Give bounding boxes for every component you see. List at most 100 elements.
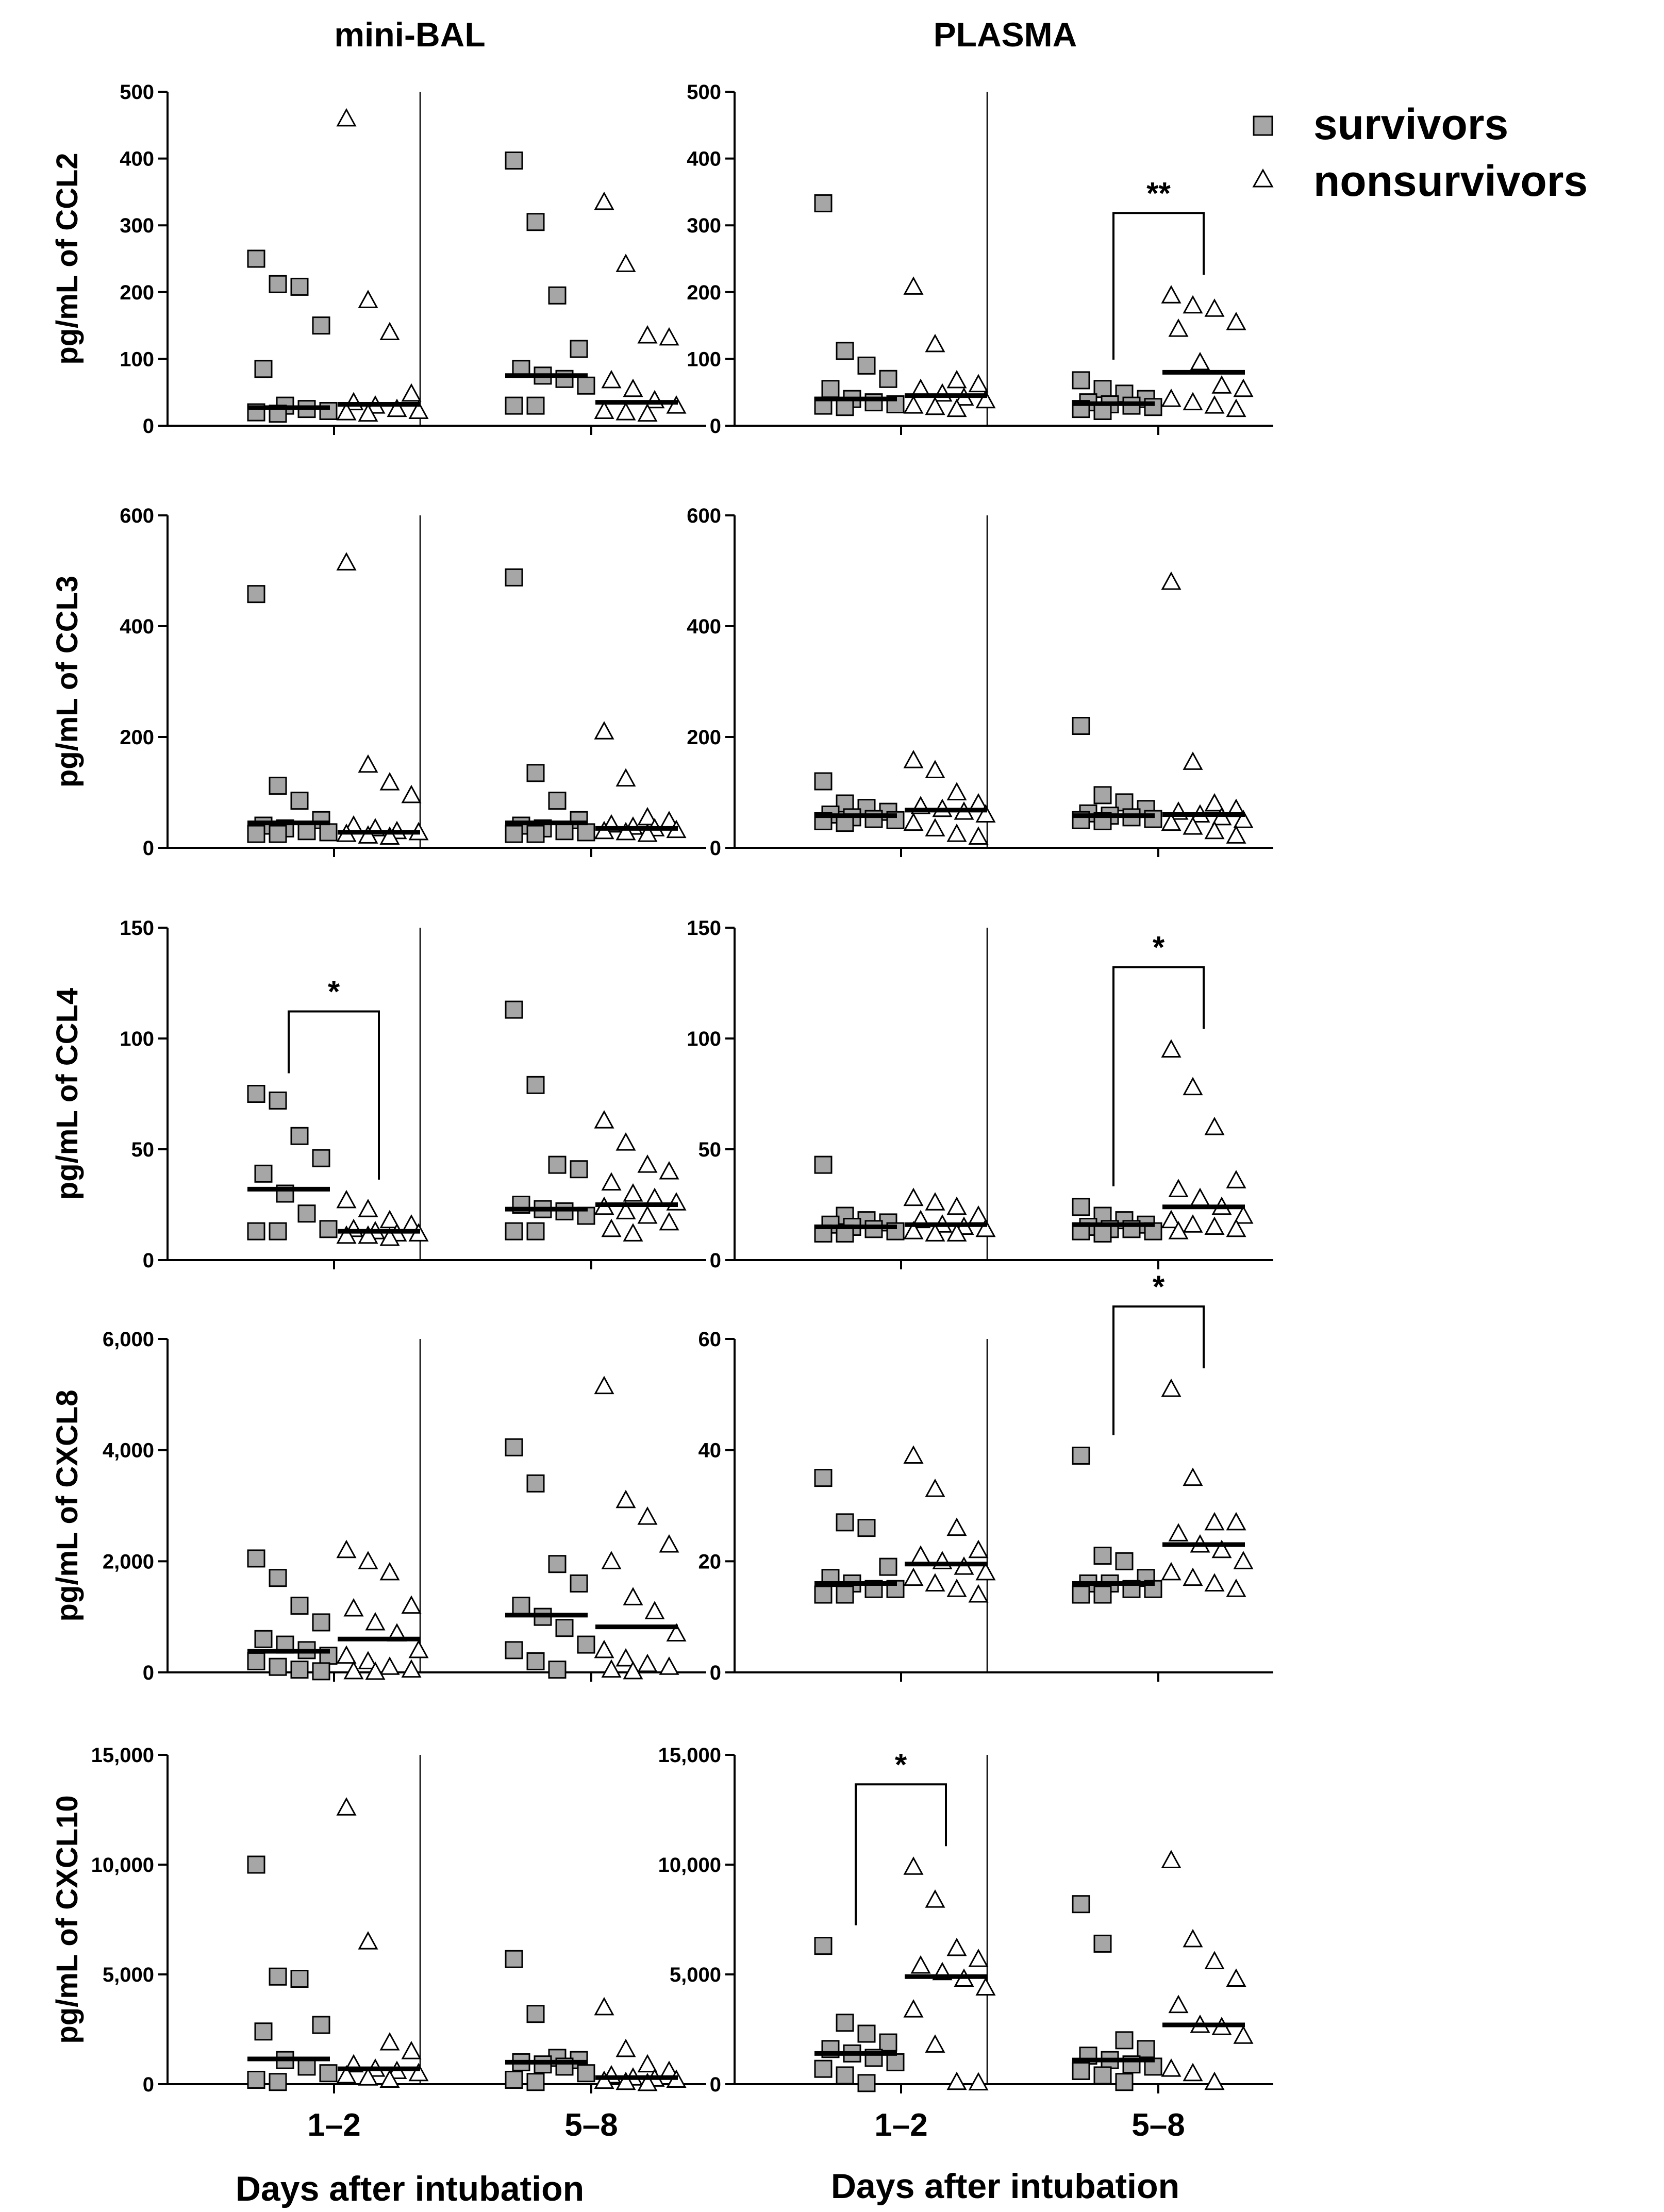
survivor-point xyxy=(247,2070,265,2089)
y-tick-label: 300 xyxy=(120,214,154,237)
survivor-point xyxy=(577,376,595,395)
nonsurvivor-point xyxy=(594,191,614,210)
series-survivors-days-1-2 xyxy=(814,1469,905,1604)
nonsurvivor-point xyxy=(968,1205,989,1224)
survivor-point xyxy=(505,2070,523,2089)
y-tick-label: 10,000 xyxy=(91,1854,154,1876)
nonsurvivor-point xyxy=(946,1517,967,1536)
nonsurvivor-point xyxy=(1204,1116,1225,1135)
panel-plasma-ccl3: 0 200 400 600 xyxy=(687,505,1273,860)
survivor-point xyxy=(864,810,883,828)
series-nonsurvivors-days-5-8 xyxy=(594,721,687,842)
nonsurvivor-point xyxy=(343,1598,364,1617)
nonsurvivor-point xyxy=(1233,378,1254,397)
nonsurvivor-point xyxy=(358,754,378,773)
survivor-point xyxy=(526,825,545,843)
nonsurvivor-point xyxy=(659,1534,679,1553)
y-tick-label: 150 xyxy=(120,917,154,940)
bracket-line xyxy=(288,1010,380,1180)
panel-bal-ccl4: 0 50 100 150 pg/mL of CCL4 * xyxy=(51,917,706,1272)
column-title-mini-bal: mini-BAL xyxy=(334,15,485,54)
y-tick-label: 400 xyxy=(120,148,154,171)
nonsurvivor-point xyxy=(358,2067,378,2086)
survivor-point xyxy=(505,396,523,415)
significance-label: * xyxy=(1153,930,1165,965)
survivor-point xyxy=(290,1597,309,1615)
nonsurvivor-point xyxy=(968,1539,989,1559)
series-survivors-days-5-8 xyxy=(1072,1198,1162,1243)
nonsurvivor-point xyxy=(336,1539,357,1559)
y-tick-label: 15,000 xyxy=(658,1744,721,1767)
survivor-point xyxy=(548,1661,567,1679)
nonsurvivor-point xyxy=(336,552,357,571)
nonsurvivor-point xyxy=(1204,298,1225,317)
series-survivors-days-5-8 xyxy=(1072,1446,1162,1604)
survivor-point xyxy=(1144,398,1162,416)
panel-plasma-cxcl10: 0 5,000 10,000 15,000 1–2 5–8 * xyxy=(658,1744,1273,2143)
survivor-point xyxy=(836,398,854,416)
survivor-point xyxy=(1072,1895,1090,1914)
survivor-point xyxy=(290,792,309,810)
survivor-point xyxy=(269,1222,287,1241)
nonsurvivor-point xyxy=(594,1376,614,1395)
bracket-line xyxy=(1112,966,1205,1186)
significance-bracket: * xyxy=(288,975,380,1180)
nonsurvivor-point xyxy=(637,1506,658,1525)
survivor-point xyxy=(570,340,588,358)
survivor-point xyxy=(247,1085,265,1103)
nonsurvivor-point xyxy=(408,1639,429,1658)
nonsurvivor-point xyxy=(1204,1216,1225,1235)
nonsurvivor-point xyxy=(946,1223,967,1242)
series-nonsurvivors-days-1-2 xyxy=(903,1856,996,2091)
survivor-point xyxy=(526,1222,545,1241)
survivor-point xyxy=(526,1474,545,1493)
survivor-point xyxy=(505,1950,523,1968)
nonsurvivor-point xyxy=(975,390,996,409)
y-tick-label: 150 xyxy=(687,917,721,940)
survivor-point xyxy=(814,194,833,212)
y-tick-label: 400 xyxy=(120,615,154,638)
nonsurvivor-point xyxy=(1204,820,1225,840)
nonsurvivor-point xyxy=(1226,1218,1246,1237)
nonsurvivor-point xyxy=(975,1562,996,1581)
nonsurvivor-point xyxy=(968,374,989,393)
nonsurvivor-point xyxy=(1211,1539,1232,1559)
series-nonsurvivors-days-1-2 xyxy=(903,750,996,845)
nonsurvivor-point xyxy=(925,1479,945,1497)
series-nonsurvivors-days-5-8 xyxy=(594,1110,687,1242)
survivor-point xyxy=(879,2033,897,2052)
nonsurvivor-point xyxy=(968,1584,989,1603)
series-survivors-days-5-8 xyxy=(1072,371,1162,420)
survivor-point xyxy=(555,1619,574,1637)
survivor-point xyxy=(1093,1547,1112,1565)
series-nonsurvivors-days-1-2 xyxy=(336,1189,429,1246)
survivor-point xyxy=(505,1000,523,1019)
y-tick-label: 500 xyxy=(687,81,721,104)
nonsurvivor-point xyxy=(659,1161,679,1180)
nonsurvivor-point xyxy=(968,826,989,845)
series-nonsurvivors-days-1-2 xyxy=(336,108,429,422)
nonsurvivor-point xyxy=(401,1659,422,1678)
nonsurvivor-point xyxy=(903,812,924,831)
survivor-point xyxy=(857,356,876,375)
survivor-point xyxy=(1093,1585,1112,1604)
survivor-point xyxy=(505,1222,523,1241)
survivor-point xyxy=(290,1661,309,1679)
y-tick-label: 200 xyxy=(120,726,154,749)
y-tick-label: 0 xyxy=(143,1249,154,1272)
survivor-point xyxy=(1072,1446,1090,1465)
survivor-point xyxy=(269,2073,287,2091)
nonsurvivor-point xyxy=(408,2063,429,2082)
nonsurvivor-point xyxy=(601,1218,622,1237)
y-tick-label: 400 xyxy=(687,615,721,638)
survivor-point xyxy=(555,822,574,841)
survivor-point xyxy=(297,1204,316,1223)
nonsurvivor-point xyxy=(1168,1220,1189,1239)
panel-plasma-ccl4: 0 50 100 150 * xyxy=(687,917,1273,1272)
series-survivors-days-1-2 xyxy=(814,772,905,832)
nonsurvivor-point xyxy=(358,1651,378,1669)
nonsurvivor-point xyxy=(946,370,967,389)
nonsurvivor-point xyxy=(1161,389,1182,407)
survivor-point xyxy=(857,2074,876,2092)
survivor-point xyxy=(505,1438,523,1456)
